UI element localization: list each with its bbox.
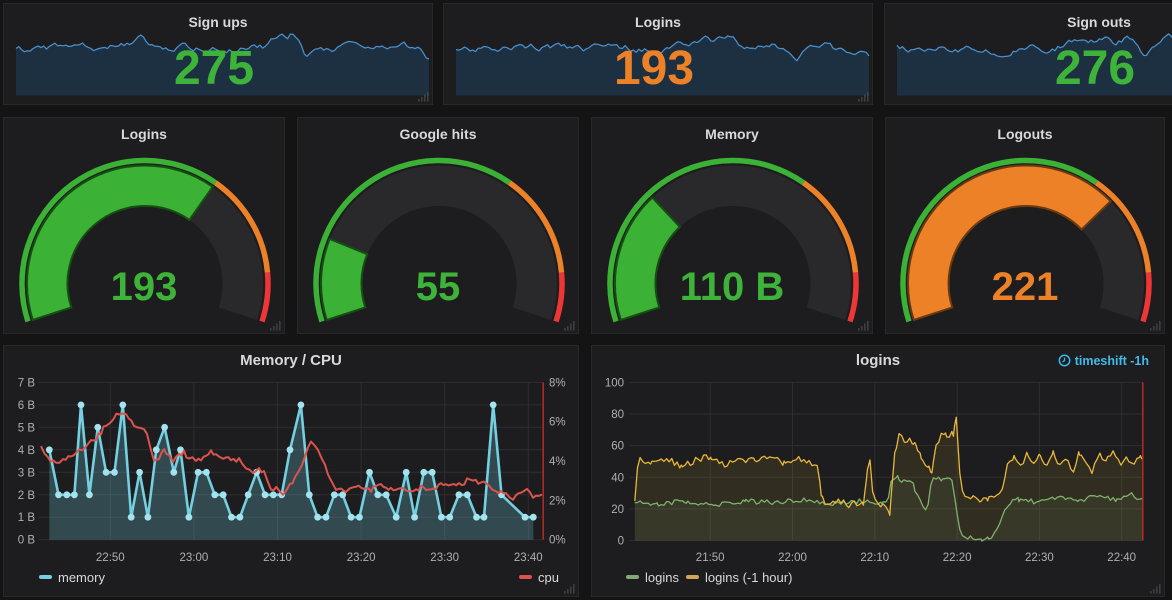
svg-text:2%: 2% <box>549 495 566 507</box>
svg-text:6 B: 6 B <box>18 400 36 412</box>
svg-text:80: 80 <box>611 409 624 421</box>
svg-text:0: 0 <box>618 536 624 548</box>
svg-text:23:30: 23:30 <box>430 552 459 564</box>
svg-text:0 B: 0 B <box>18 535 36 547</box>
svg-text:23:00: 23:00 <box>180 552 209 564</box>
svg-text:3 B: 3 B <box>18 467 36 479</box>
svg-text:22:00: 22:00 <box>778 552 807 564</box>
svg-text:23:10: 23:10 <box>263 552 292 564</box>
svg-text:4 B: 4 B <box>18 445 36 457</box>
svg-text:60: 60 <box>611 441 624 453</box>
svg-text:8%: 8% <box>549 377 566 389</box>
svg-text:22:30: 22:30 <box>1025 552 1054 564</box>
svg-text:22:40: 22:40 <box>1107 552 1136 564</box>
svg-text:2 B: 2 B <box>18 490 36 502</box>
svg-text:0%: 0% <box>549 535 566 547</box>
svg-text:21:50: 21:50 <box>696 552 725 564</box>
svg-text:4%: 4% <box>549 456 566 468</box>
svg-text:22:10: 22:10 <box>860 552 889 564</box>
svg-text:6%: 6% <box>549 417 566 429</box>
svg-text:22:50: 22:50 <box>96 552 125 564</box>
svg-text:22:20: 22:20 <box>943 552 972 564</box>
svg-text:40: 40 <box>611 472 624 484</box>
svg-text:23:40: 23:40 <box>514 552 543 564</box>
svg-text:100: 100 <box>605 377 624 389</box>
svg-text:20: 20 <box>611 504 624 516</box>
svg-text:5 B: 5 B <box>18 422 36 434</box>
svg-text:23:20: 23:20 <box>347 552 376 564</box>
svg-text:7 B: 7 B <box>18 377 36 389</box>
svg-text:1 B: 1 B <box>18 512 36 524</box>
